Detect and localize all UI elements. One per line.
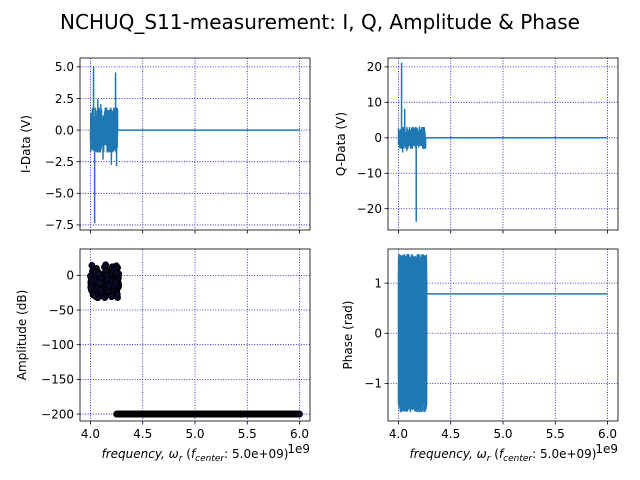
- x-tick-label: 5.5: [546, 427, 565, 441]
- y-tick-label: −1: [364, 377, 382, 391]
- scatter-markers: [87, 261, 123, 301]
- x-tick-label: 6.0: [290, 427, 309, 441]
- x-axis-label-part: ω: [169, 447, 179, 461]
- y-tick-label: −100: [41, 338, 74, 352]
- scatter-point: [88, 277, 96, 285]
- scatter-point: [113, 269, 120, 277]
- y-tick-label: 2.5: [55, 92, 74, 106]
- y-tick-label: 0: [66, 269, 74, 283]
- y-tick-label: −150: [41, 373, 74, 387]
- x-tick-label: 4.0: [81, 427, 100, 441]
- scatter-point: [112, 280, 120, 288]
- y-tick-label: 0: [374, 131, 382, 145]
- y-axis-label: Amplitude (dB): [15, 290, 29, 381]
- y-tick-label: −5.0: [45, 187, 74, 201]
- scatter-point: [103, 275, 111, 283]
- scatter-point-floor: [296, 410, 303, 418]
- x-axis-label-part: (: [182, 447, 191, 461]
- scatter-point: [102, 261, 110, 269]
- y-tick-label: 5.0: [55, 60, 74, 74]
- y-tick-label: −20: [357, 202, 382, 216]
- scatter-point: [95, 270, 103, 278]
- x-axis-label-part: ω: [477, 447, 487, 461]
- subplot-i-data: 5.0 2.5 0.0 −2.5 −5.0 −7.5 I-Data (V): [19, 57, 311, 234]
- y-tick-label: −7.5: [45, 218, 74, 232]
- x-axis-label-part: frequency,: [102, 447, 169, 461]
- x-axis-label-part: (: [490, 447, 499, 461]
- x-axis-label-part: center: [195, 454, 225, 464]
- subplot-q-data: 20 10 0 −10 −20 Q-Data (V): [334, 57, 619, 234]
- x-tick-label: 4.5: [133, 427, 152, 441]
- subplot-amplitude: 4.0 4.5 5.0 5.5 6.0 0 −50 −100 −150 −200 Amplitude…: [15, 248, 311, 464]
- x-axis-label-part: : 5.0e+09): [532, 447, 596, 461]
- y-tick-label: 20: [367, 60, 382, 74]
- y-tick-label: −200: [41, 407, 74, 421]
- x-axis-label-part: f: [191, 447, 197, 461]
- scatter-point: [101, 294, 109, 301]
- y-tick-label: 0: [374, 327, 382, 341]
- x-offset-text: 1e9: [595, 442, 618, 456]
- series-line-i-data: [89, 66, 300, 224]
- x-axis-label-part: r: [487, 454, 492, 464]
- data-i-data: [89, 66, 300, 224]
- y-tick-label: 1: [374, 276, 382, 290]
- y-axis-label: Q-Data (V): [334, 112, 348, 176]
- y-tick-label: 0.0: [55, 123, 74, 137]
- data-q-data: [397, 62, 608, 222]
- data-phase: [397, 253, 608, 413]
- subplot-phase: 4.0 4.5 5.0 5.5 6.0 1 0 −1 Phase (rad) frequency,…: [341, 248, 619, 464]
- x-axis-label: frequency, ωr (fcenter: 5.0e+09): [102, 447, 289, 464]
- x-axis-label-part: : 5.0e+09): [224, 447, 288, 461]
- x-tick-label: 4.5: [441, 427, 460, 441]
- series-line-phase: [397, 253, 608, 413]
- figure-title: NCHUQ_S11-measurement: I, Q, Amplitude &…: [60, 10, 580, 34]
- x-axis-label-part: r: [179, 454, 184, 464]
- x-axis-label-part: center: [503, 454, 533, 464]
- x-tick-label: 5.0: [185, 427, 204, 441]
- y-axis-label: I-Data (V): [19, 115, 33, 173]
- y-axis-label: Phase (rad): [341, 301, 355, 370]
- subplot-grid: 5.02.50.0−2.5−5.0−7.5I-Data (V)20100−10−…: [15, 57, 619, 464]
- x-tick-label: 5.0: [493, 427, 512, 441]
- x-tick-label: 4.0: [389, 427, 408, 441]
- scatter-point: [96, 279, 104, 287]
- x-axis-label-part: f: [499, 447, 505, 461]
- y-tick-label: 10: [367, 96, 382, 110]
- scatter-point: [108, 293, 115, 301]
- scatter-point: [113, 290, 121, 298]
- data-amplitude: [87, 261, 303, 418]
- x-axis-label: frequency, ωr (fcenter: 5.0e+09): [410, 447, 597, 464]
- scatter-point: [88, 262, 96, 269]
- scatter-floor: [113, 410, 303, 418]
- x-tick-label: 6.0: [598, 427, 617, 441]
- y-tick-label: −10: [357, 167, 382, 181]
- x-tick-label: 5.5: [238, 427, 257, 441]
- x-offset-text: 1e9: [287, 442, 310, 456]
- scatter-point: [97, 287, 104, 294]
- y-tick-label: −50: [49, 303, 74, 317]
- y-tick-label: −2.5: [45, 155, 74, 169]
- series-line-q-data: [397, 62, 608, 222]
- x-axis-label-part: frequency,: [410, 447, 477, 461]
